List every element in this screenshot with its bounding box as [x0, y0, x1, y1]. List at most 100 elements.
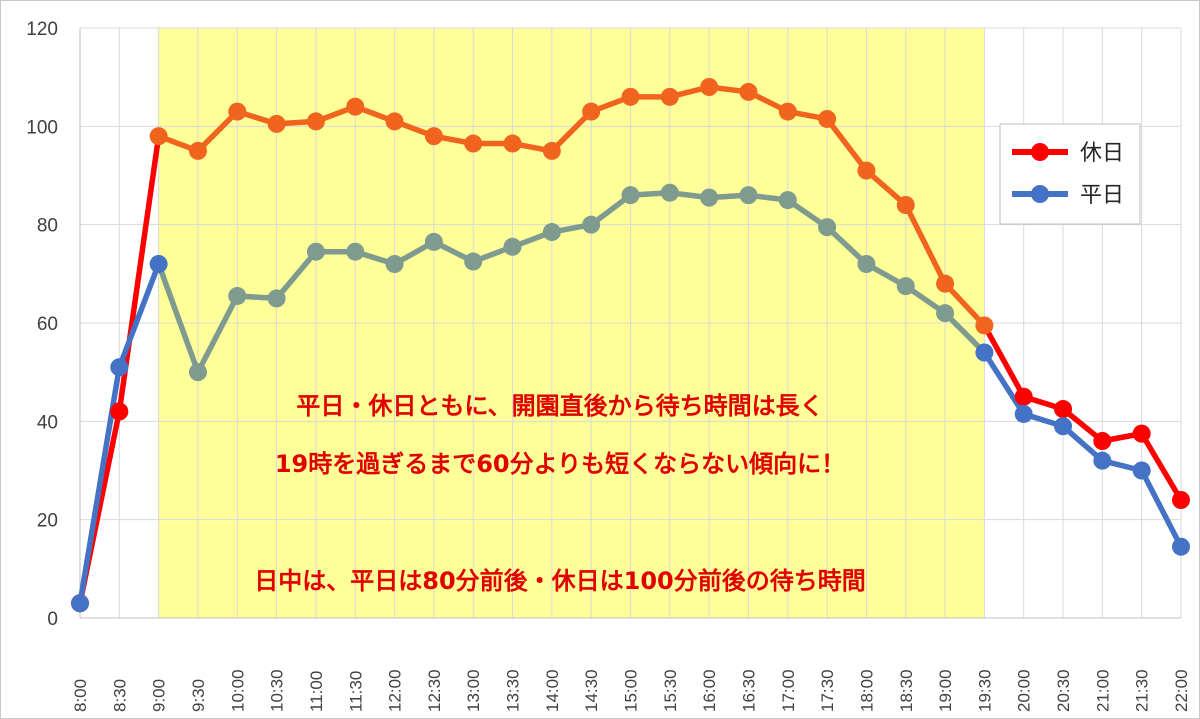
x-tick-label: 16:00	[700, 669, 719, 712]
x-tick-label: 19:30	[975, 669, 994, 712]
x-tick-label: 11:00	[307, 671, 326, 712]
x-tick-label: 14:00	[543, 669, 562, 712]
weekday-point	[582, 215, 601, 234]
x-tick-label: 13:30	[504, 669, 523, 712]
weekday-point	[424, 232, 443, 251]
weekday-point	[71, 594, 89, 613]
holiday-line-segment	[195, 108, 241, 154]
x-tick-label: 16:30	[739, 669, 758, 712]
weekday-point	[857, 255, 876, 273]
weekday-point	[896, 277, 915, 296]
weekday-point	[660, 183, 679, 202]
legend-label-holiday: 休日	[1080, 141, 1124, 166]
x-tick-label: 10:30	[268, 669, 287, 712]
x-tick-label: 14:30	[582, 669, 601, 712]
y-tick-label: 120	[26, 19, 58, 40]
legend-marker-holiday	[1031, 143, 1049, 161]
weekday-line-segment	[273, 248, 319, 302]
holiday-point	[778, 102, 797, 121]
legend-box	[999, 123, 1141, 225]
legend-marker-weekday	[1031, 185, 1049, 203]
holiday-line-segment	[981, 322, 1027, 400]
holiday-point	[149, 127, 168, 146]
x-tick-label: 17:00	[779, 669, 798, 712]
weekday-point	[188, 363, 207, 382]
x-tick-label: 13:00	[464, 669, 483, 712]
holiday-line-segment	[903, 202, 948, 287]
weekday-line-segment	[116, 261, 162, 370]
x-tick-label: 9:30	[189, 679, 208, 712]
holiday-point	[1132, 424, 1151, 443]
y-tick-label: 100	[26, 117, 58, 138]
weekday-point	[1054, 417, 1073, 436]
x-tick-label: 11:30	[346, 671, 365, 712]
x-tick-label: 15:30	[661, 669, 680, 712]
holiday-point	[385, 112, 404, 131]
weekday-point	[267, 289, 286, 308]
weekday-point	[1014, 404, 1033, 423]
weekday-line-segment	[981, 349, 1027, 417]
holiday-line-segment	[549, 108, 594, 154]
weekday-point	[464, 252, 483, 271]
weekday-point	[778, 191, 797, 210]
holiday-point	[110, 402, 129, 421]
holiday-point	[503, 134, 522, 153]
weekday-point	[1172, 537, 1190, 556]
weekday-point	[542, 223, 561, 242]
legend-label-weekday: 平日	[1080, 183, 1124, 208]
x-tick-label: 9:00	[150, 679, 169, 712]
holiday-point	[424, 127, 443, 146]
holiday-point	[464, 134, 483, 153]
holiday-point	[739, 82, 758, 101]
holiday-point	[975, 316, 994, 335]
holiday-line-segment	[942, 280, 988, 329]
weekday-point	[975, 343, 994, 362]
weekday-line-segment	[1138, 467, 1184, 550]
holiday-point	[700, 78, 719, 96]
holiday-point	[1014, 387, 1033, 406]
holiday-point	[1172, 491, 1190, 509]
x-tick-label: 20:00	[1015, 669, 1034, 712]
weekday-point	[936, 304, 955, 323]
holiday-point	[818, 109, 837, 128]
weekday-point	[385, 255, 404, 273]
holiday-point	[621, 87, 640, 106]
x-tick-label: 12:30	[425, 669, 444, 712]
weekday-point	[110, 358, 129, 377]
holiday-point	[936, 274, 955, 293]
x-tick-label: 8:30	[110, 679, 129, 712]
weekday-point	[700, 188, 719, 207]
x-tick-label: 21:00	[1093, 669, 1112, 712]
holiday-point	[1054, 400, 1073, 419]
holiday-point	[346, 97, 365, 116]
weekday-point	[346, 242, 365, 261]
annotation-line-1: 平日・休日ともに、開園直後から待ち時間は長く	[296, 392, 823, 420]
holiday-point	[857, 161, 876, 180]
weekday-point	[149, 255, 168, 273]
x-tick-label: 12:00	[386, 669, 405, 712]
holiday-point	[542, 141, 561, 160]
y-tick-label: 40	[37, 412, 58, 433]
y-tick-label: 0	[47, 609, 58, 630]
legend: 休日 平日	[999, 123, 1141, 225]
annotation-line-2: 19時を過ぎるまで60分よりも短くならない傾向に！	[275, 450, 845, 478]
weekday-point	[621, 186, 640, 205]
holiday-point	[188, 141, 207, 160]
holiday-line-segment	[824, 116, 870, 174]
weekday-point	[228, 286, 247, 305]
x-tick-label: 19:00	[936, 669, 955, 712]
weekday-point	[1132, 461, 1151, 480]
y-tick-label: 80	[37, 216, 58, 237]
holiday-point	[582, 102, 601, 121]
holiday-line-segment	[1138, 430, 1184, 503]
x-tick-label: 18:30	[897, 669, 916, 712]
weekday-point	[1093, 451, 1112, 470]
weekday-point	[306, 242, 325, 261]
holiday-point	[267, 114, 286, 133]
holiday-point	[896, 196, 915, 214]
x-tick-label: 8:00	[71, 679, 90, 712]
y-tick-label: 20	[37, 511, 58, 532]
y-tick-label: 60	[37, 314, 58, 335]
weekday-line-segment	[155, 261, 201, 375]
